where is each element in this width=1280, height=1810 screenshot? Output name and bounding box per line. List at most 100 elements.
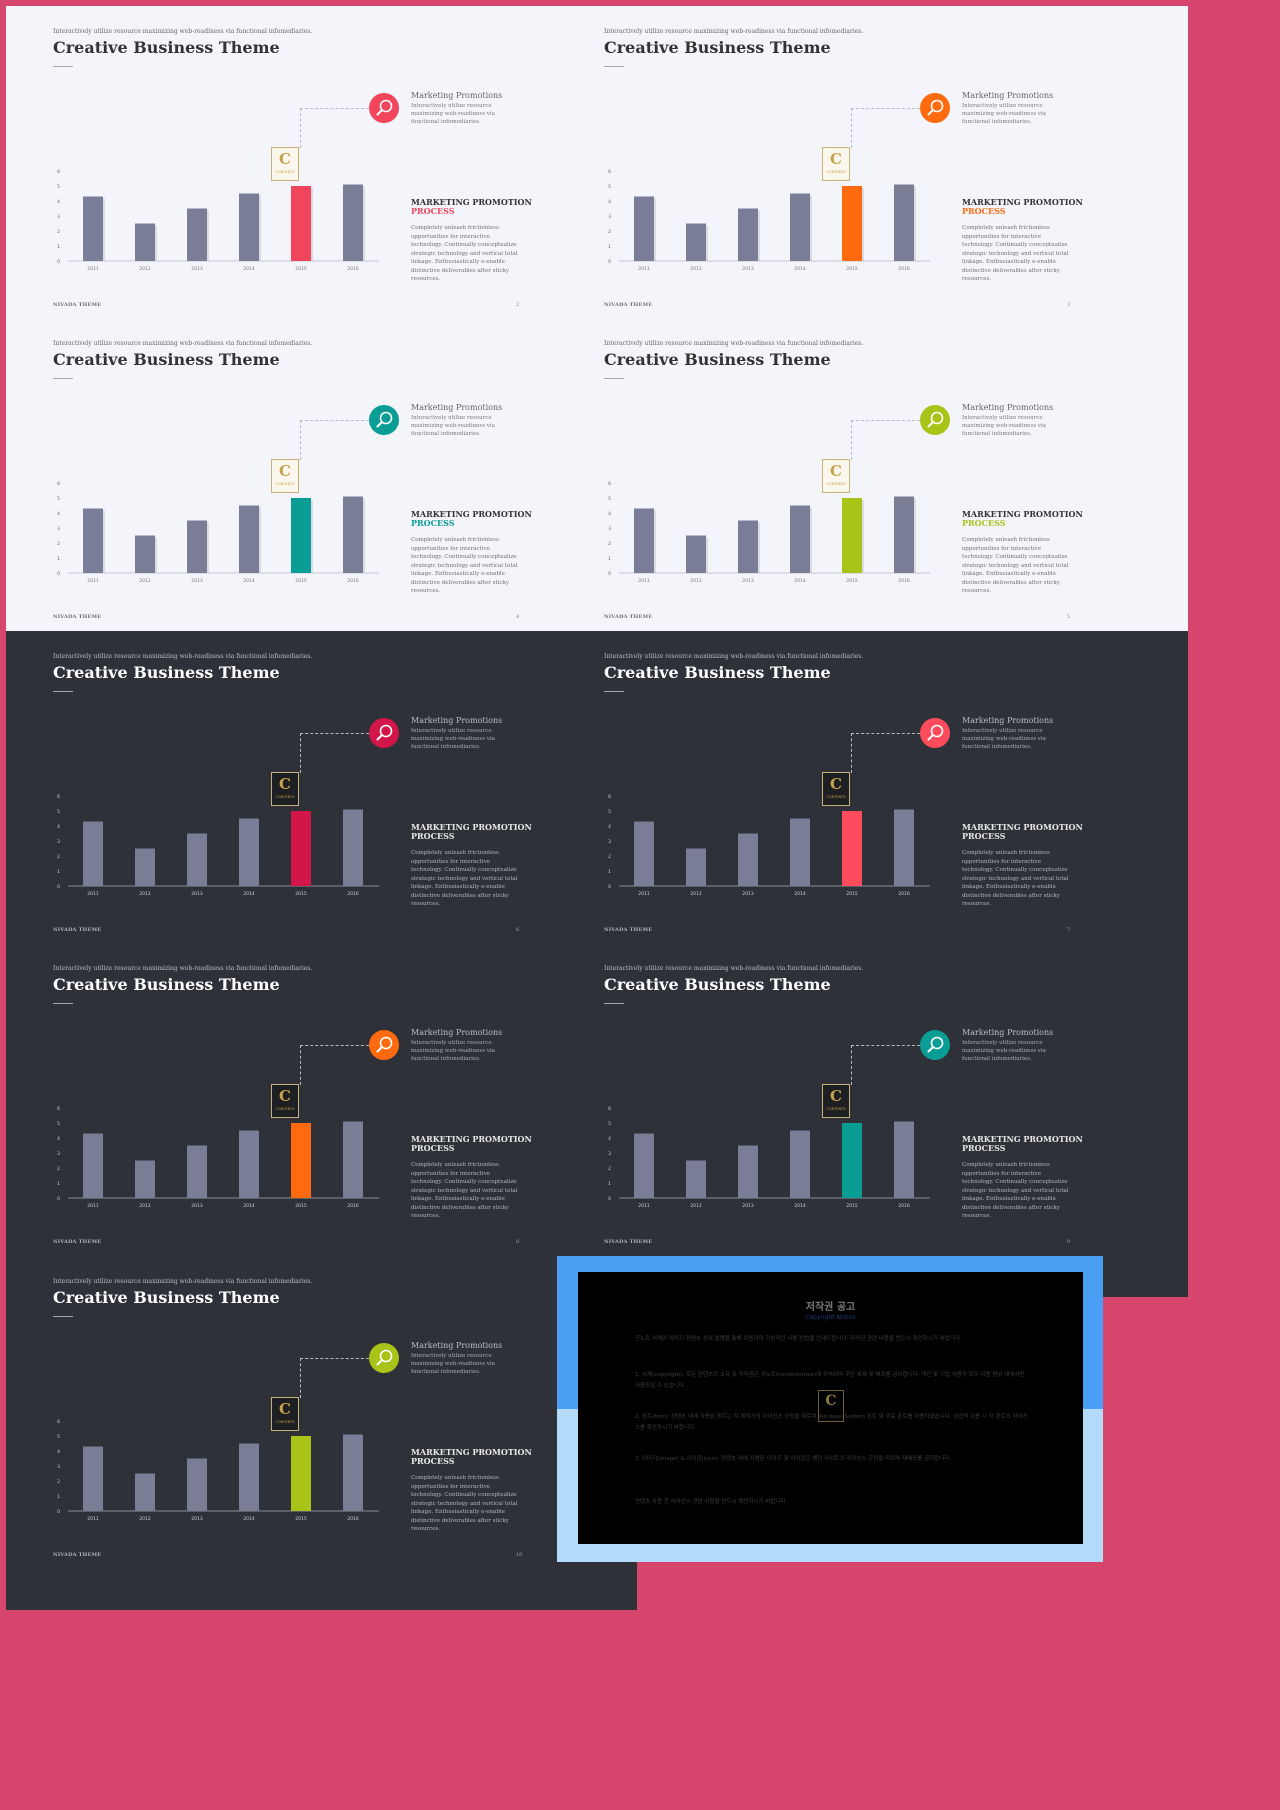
connector-vertical (300, 1045, 301, 1085)
footer-brand: NIVADA THEME (604, 614, 653, 620)
footer-brand: NIVADA THEME (53, 302, 102, 308)
marketing-promotion-label: MARKETING PROMOTION (411, 197, 532, 207)
bar-2014 (239, 1443, 259, 1511)
bar-2013 (187, 833, 207, 886)
promo-title: Marketing Promotions (962, 716, 1054, 725)
connector-horizontal (300, 108, 369, 109)
bar-2014 (239, 818, 259, 886)
page-number: 7 (1067, 927, 1071, 933)
marketing-promotion-label: MARKETING PROMOTION (962, 197, 1083, 207)
page-number: 8 (516, 1239, 520, 1245)
marketing-promotion-heading: MARKETING PROMOTION PROCESS (411, 823, 532, 841)
bar-2016 (343, 809, 363, 886)
footer-brand: NIVADA THEME (53, 927, 102, 933)
bar-chart: 0 1 2 3 4 5 6 2011 2012 2013 2014 2015 2016 (57, 1106, 379, 1209)
slide-title: Creative Business Theme (604, 38, 831, 57)
x-tick-label: 2016 (347, 1203, 359, 1209)
y-tick-label: 2 (608, 1166, 611, 1172)
y-tick-label: 4 (608, 199, 611, 205)
y-tick-label: 3 (608, 1151, 611, 1157)
marketing-description: Completely unleash frictionless opportun… (411, 1475, 518, 1532)
y-tick-label: 4 (57, 511, 60, 517)
process-label: PROCESS (411, 518, 455, 528)
y-tick-label: 3 (57, 1151, 60, 1157)
x-tick-label: 2012 (139, 1516, 151, 1522)
promo-description: Interactively utilize resource maximizin… (962, 415, 1046, 437)
marketing-description: Completely unleash frictionless opportun… (962, 850, 1069, 907)
contents-logo: C CONTENTS (271, 147, 299, 181)
title-underline (604, 1003, 624, 1004)
slide-title: Creative Business Theme (604, 975, 831, 994)
logo-text: CONTENTS (826, 795, 846, 799)
bar-2016 (343, 496, 363, 573)
y-tick-label: 2 (57, 1479, 60, 1485)
copyright-subtitle: Copyright Notice (805, 1314, 856, 1321)
y-tick-label: 0 (608, 259, 611, 265)
slide: Interactively utilize resource maximizin… (557, 318, 1188, 672)
logo-text: CONTENTS (826, 1107, 846, 1111)
y-tick-label: 3 (57, 526, 60, 532)
y-tick-label: 4 (57, 1449, 60, 1455)
logo-letter: C (830, 775, 842, 793)
x-tick-label: 2015 (295, 266, 307, 272)
x-tick-label: 2011 (638, 1203, 650, 1209)
connector-horizontal (851, 1045, 920, 1046)
promo-description: Interactively utilize resource maximizin… (962, 1040, 1046, 1062)
magnifier-handle (927, 109, 934, 116)
slide: Interactively utilize resource maximizin… (6, 631, 637, 985)
copyright-paragraph: 2. 폰트(font): 컨텐츠 내에 사용된 폰트는 각 제작사의 라이선스 … (635, 1414, 1028, 1431)
copyright-paragraph: 1. 서체(copyright): 모든 컨텐츠의 소유 및 저작권은 굿노트(… (635, 1372, 1025, 1389)
y-tick-label: 4 (57, 1136, 60, 1142)
x-tick-label: 2016 (347, 1516, 359, 1522)
magnifier-icon (927, 1036, 944, 1053)
marketing-promotion-heading: MARKETING PROMOTION PROCESS (411, 510, 532, 528)
bar-chart: 0 1 2 3 4 5 6 2011 2012 2013 2014 2015 2016 (57, 481, 379, 584)
magnifier-handle (376, 734, 383, 741)
bar-2011 (83, 1133, 103, 1198)
x-tick-label: 2012 (139, 266, 151, 272)
bar-chart: 0 1 2 3 4 5 6 2011 2012 2013 2014 2015 2016 (608, 169, 930, 272)
slide-title: Creative Business Theme (53, 1288, 280, 1307)
y-tick-label: 4 (608, 511, 611, 517)
x-tick-label: 2015 (846, 266, 858, 272)
connector-horizontal (851, 733, 920, 734)
x-tick-label: 2014 (794, 1203, 806, 1209)
slide: Interactively utilize resource maximizin… (6, 943, 637, 1297)
promo-title: Marketing Promotions (411, 1341, 503, 1350)
magnifier-handle (376, 1046, 383, 1053)
title-underline (53, 378, 73, 379)
marketing-description: Completely unleash frictionless opportun… (411, 850, 518, 907)
x-tick-label: 2011 (87, 1516, 99, 1522)
bar-2016 (894, 809, 914, 886)
connector-vertical (851, 1045, 852, 1085)
logo-text: CONTENTS (275, 170, 295, 174)
x-tick-label: 2016 (347, 891, 359, 897)
promo-description: Interactively utilize resource maximizin… (411, 415, 495, 437)
bar-2012 (135, 1160, 155, 1198)
x-tick-label: 2016 (347, 266, 359, 272)
magnifier-lens (379, 411, 393, 425)
x-tick-label: 2014 (243, 578, 255, 584)
slide-kicker: Interactively utilize resource maximizin… (53, 28, 313, 35)
y-tick-label: 2 (608, 854, 611, 860)
magnifier-circle (369, 718, 399, 748)
marketing-promotion-label: MARKETING PROMOTION (411, 1134, 532, 1144)
footer-brand: NIVADA THEME (53, 1239, 102, 1245)
logo-text: CONTENTS (275, 482, 295, 486)
bar-2014 (790, 1130, 810, 1198)
bar-2015 (842, 811, 862, 886)
y-tick-label: 5 (57, 184, 60, 190)
slide-title: Creative Business Theme (53, 38, 280, 57)
y-tick-label: 1 (57, 1494, 60, 1500)
connector-vertical (300, 733, 301, 773)
magnifier-handle (927, 734, 934, 741)
promo-title: Marketing Promotions (411, 716, 503, 725)
y-tick-label: 6 (608, 169, 611, 175)
bar-2014 (790, 505, 810, 573)
magnifier-icon (376, 99, 393, 116)
page-number: 10 (516, 1552, 523, 1558)
slide-kicker: Interactively utilize resource maximizin… (53, 340, 313, 347)
y-tick-label: 1 (608, 869, 611, 875)
marketing-promotion-heading: MARKETING PROMOTION PROCESS (962, 1135, 1083, 1153)
magnifier-icon (376, 1036, 393, 1053)
